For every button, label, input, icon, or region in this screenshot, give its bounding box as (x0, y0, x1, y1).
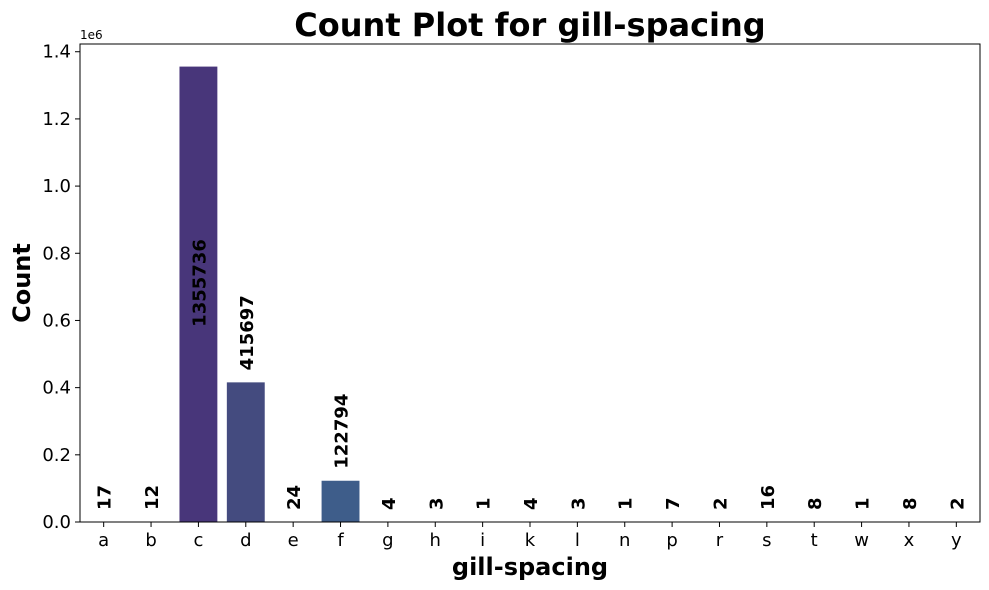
y-axis-label: Count (8, 243, 36, 323)
bars-group (84, 66, 786, 522)
x-tick-label-a: a (98, 530, 109, 551)
data-label-n: 1 (616, 497, 637, 510)
data-label-g: 4 (379, 497, 400, 510)
bar-d (226, 382, 265, 522)
x-tick-label-k: k (525, 530, 536, 551)
x-tick-label-e: e (288, 530, 299, 551)
y-offset-label: 1e6 (80, 28, 103, 42)
x-axis-label: gill-spacing (452, 553, 608, 581)
data-label-f: 122794 (332, 394, 353, 469)
data-label-i: 1 (474, 497, 495, 510)
x-tick-label-t: t (811, 530, 818, 551)
y-tick-label-5: 1.0 (42, 176, 71, 197)
data-label-h: 3 (426, 497, 447, 510)
data-label-b: 12 (142, 485, 163, 510)
x-tick-label-n: n (619, 530, 630, 551)
y-tick-label-3: 0.6 (42, 310, 71, 331)
y-tick-label-7: 1.4 (42, 42, 71, 63)
data-label-x: 8 (900, 497, 921, 510)
x-tick-label-f: f (337, 530, 344, 551)
x-tick-label-s: s (762, 530, 771, 551)
data-label-s: 16 (758, 485, 779, 510)
data-label-r: 2 (710, 497, 731, 510)
data-label-d: 415697 (237, 295, 258, 370)
x-tick-label-r: r (716, 530, 724, 551)
data-label-t: 8 (805, 497, 826, 510)
bar-c (179, 66, 218, 522)
x-tick-label-b: b (145, 530, 156, 551)
data-label-w: 1 (853, 497, 874, 510)
y-axis-ticks: 0.0 0.2 0.4 0.6 0.8 1.0 1.2 1.4 (42, 42, 80, 533)
y-tick-label-0: 0.0 (42, 512, 71, 533)
x-tick-label-c: c (193, 530, 203, 551)
x-tick-label-x: x (904, 530, 915, 551)
data-label-p: 7 (663, 497, 684, 510)
data-label-k: 4 (521, 497, 542, 510)
data-label-l: 3 (568, 497, 589, 510)
data-label-c: 1355736 (189, 239, 210, 327)
x-tick-label-y: y (951, 530, 962, 551)
x-tick-label-w: w (854, 530, 869, 551)
x-tick-label-i: i (480, 530, 485, 551)
y-tick-label-1: 0.2 (42, 445, 71, 466)
y-tick-label-6: 1.2 (42, 109, 71, 130)
data-label-e: 24 (284, 485, 305, 510)
bar-f (321, 480, 360, 522)
data-label-y: 2 (947, 497, 968, 510)
x-tick-label-d: d (240, 530, 251, 551)
x-tick-label-l: l (575, 530, 580, 551)
chart-title: Count Plot for gill-spacing (294, 6, 765, 44)
data-label-a: 17 (95, 485, 116, 510)
x-tick-label-p: p (666, 530, 677, 551)
y-tick-label-2: 0.4 (42, 378, 71, 399)
y-tick-label-4: 0.8 (42, 243, 71, 264)
x-tick-label-h: h (430, 530, 441, 551)
x-tick-label-g: g (382, 530, 393, 551)
